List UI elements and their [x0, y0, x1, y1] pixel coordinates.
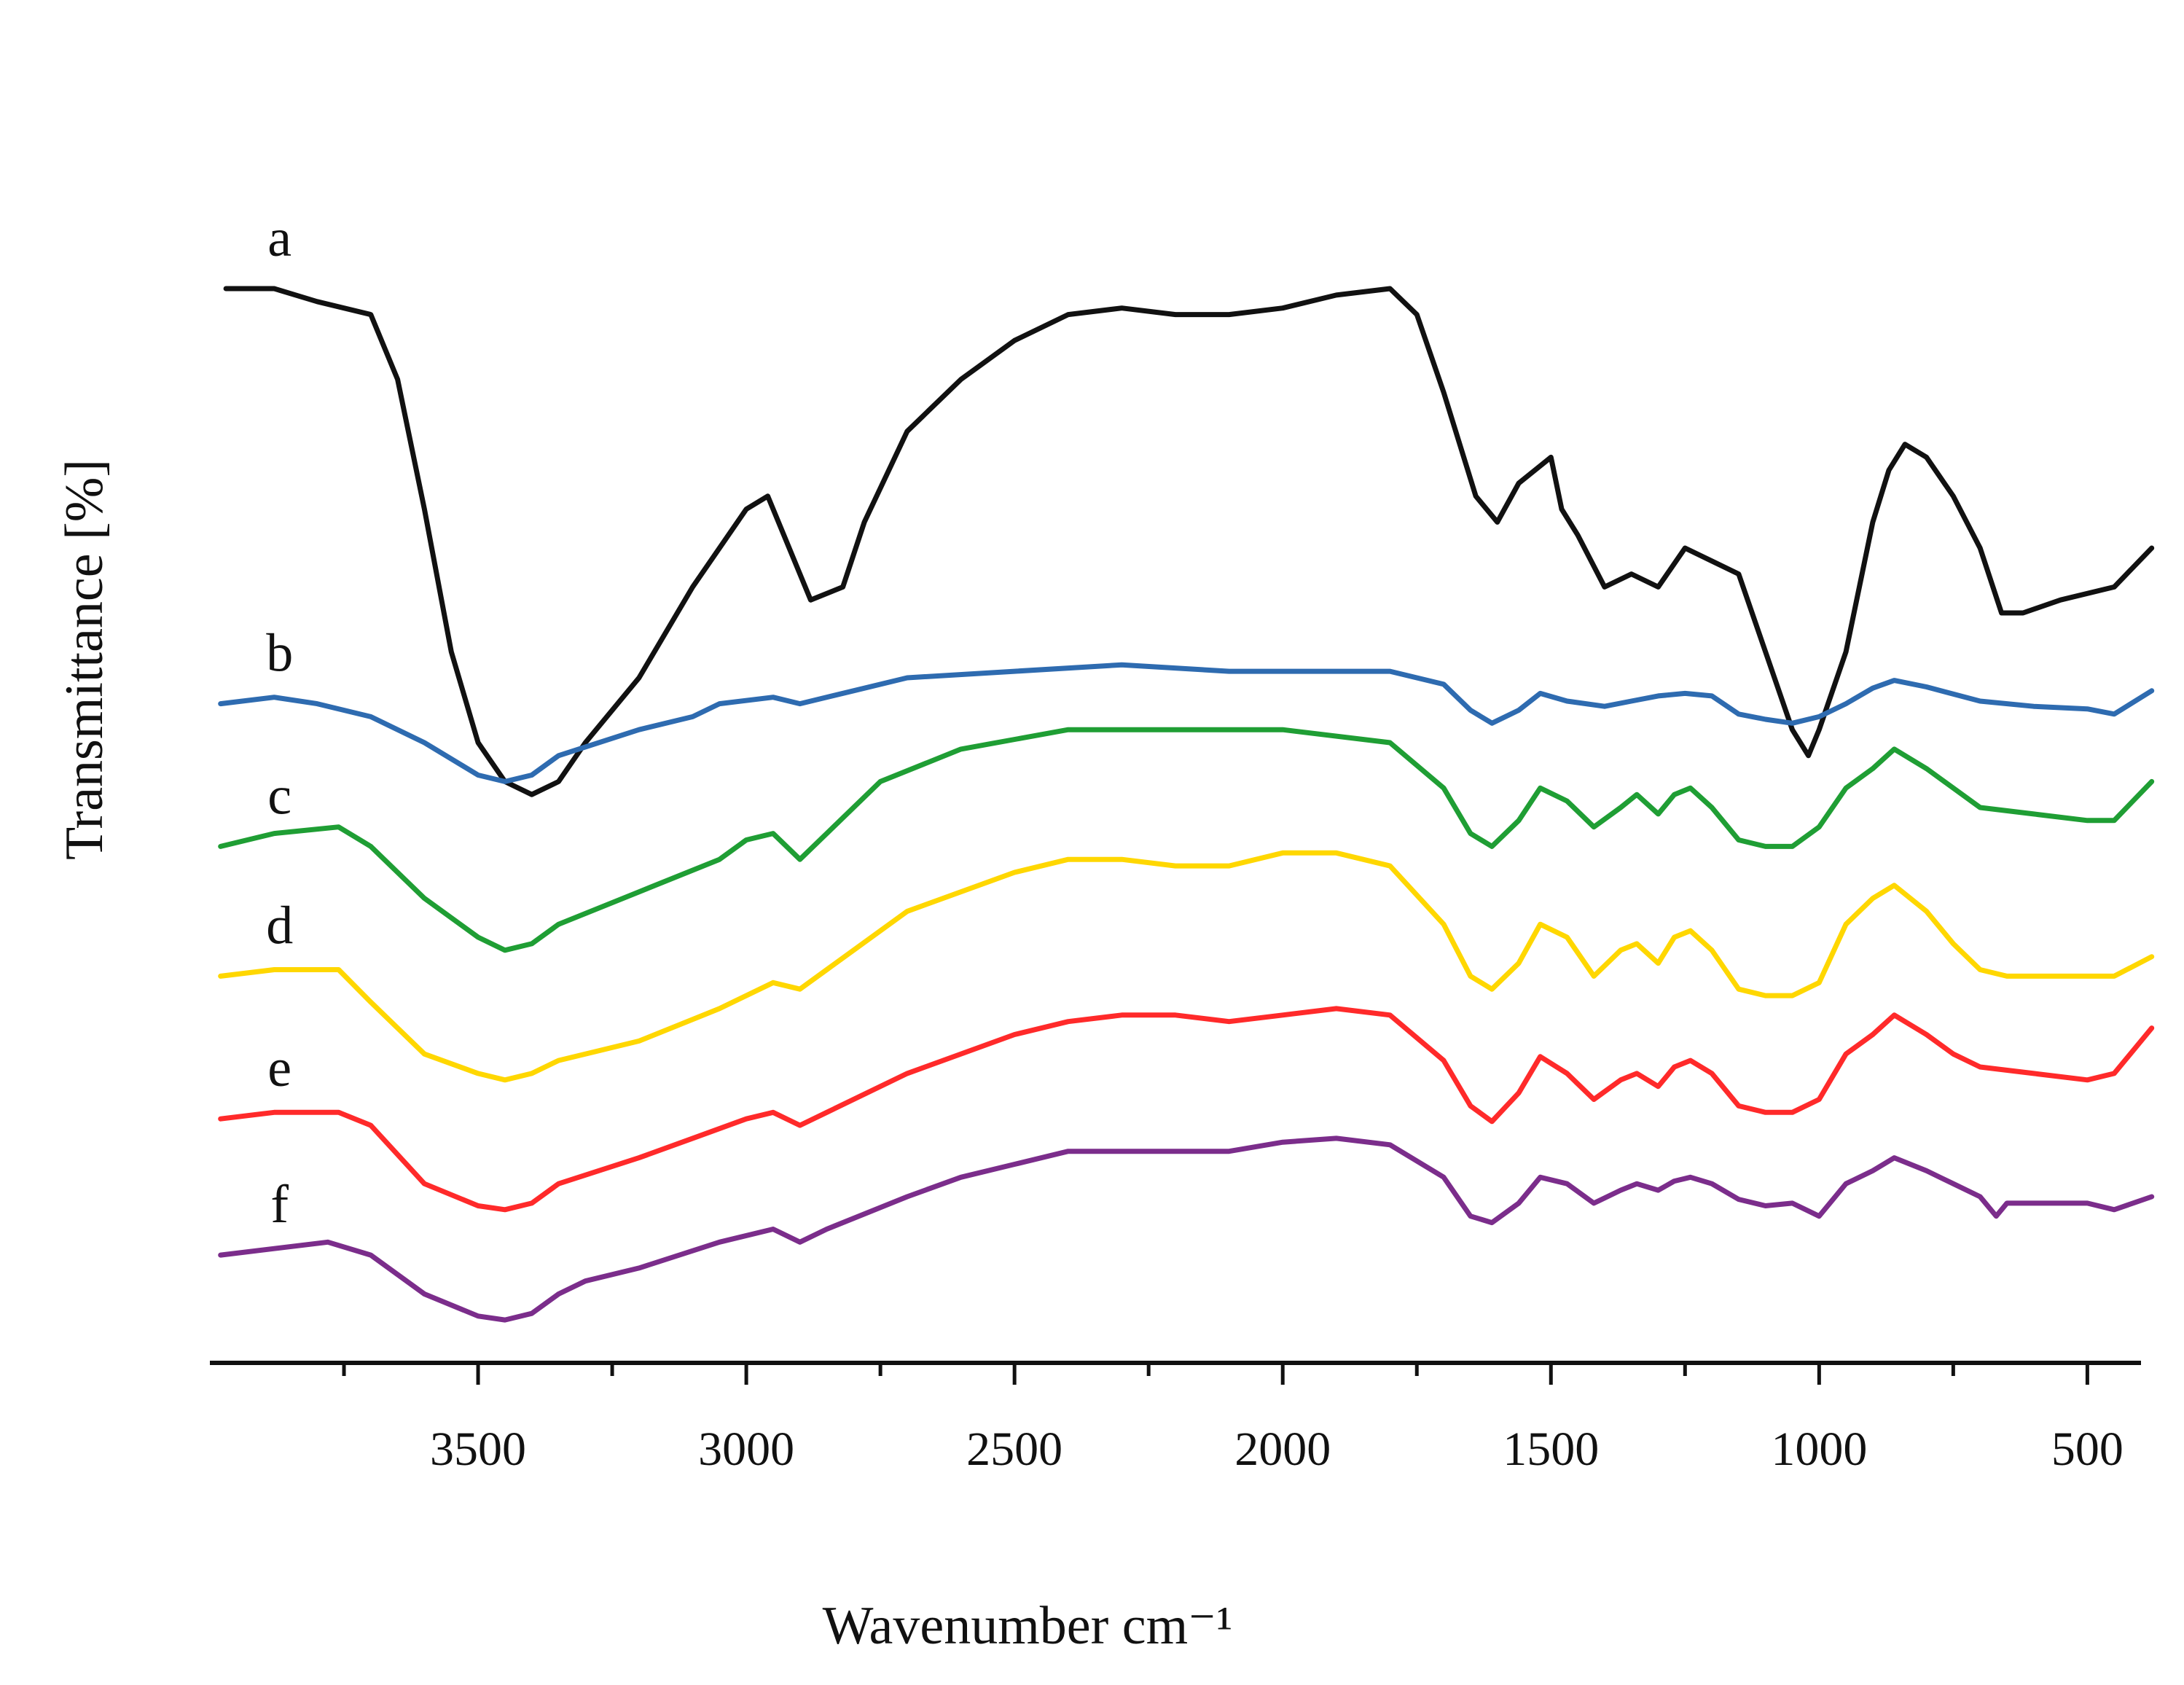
- x-tick-label-1000: 1000: [1771, 1423, 1867, 1476]
- series-a-line: [223, 286, 2155, 797]
- x-tick-label-2000: 2000: [1234, 1423, 1331, 1476]
- x-tick-label-1500: 1500: [1503, 1423, 1599, 1476]
- x-tick-label-3500: 3500: [430, 1423, 526, 1476]
- series-c-line: [218, 727, 2155, 953]
- y-axis-title: Transmittance [%]: [55, 459, 114, 860]
- series-layer: [218, 286, 2155, 1323]
- x-axis-title: Wavenumber cm⁻¹: [823, 1596, 1233, 1656]
- x-tick-label-3000: 3000: [698, 1423, 794, 1476]
- series-d-line: [218, 850, 2155, 1083]
- series-labels: a b c d e f: [266, 208, 293, 1235]
- series-f-label: f: [270, 1175, 289, 1235]
- series-f-line: [218, 1135, 2155, 1323]
- series-a-label: a: [267, 208, 291, 268]
- series-b-label: b: [266, 624, 293, 684]
- series-d-label: d: [266, 896, 293, 955]
- x-axis: 3500 3000 2500 2000 1500 1000 500: [210, 1361, 2141, 1476]
- series-b-line: [218, 662, 2155, 784]
- series-e-line: [218, 1006, 2155, 1213]
- series-c-label: c: [267, 766, 291, 826]
- x-tick-label-2500: 2500: [966, 1423, 1062, 1476]
- x-tick-label-500: 500: [2051, 1423, 2124, 1476]
- series-e-label: e: [267, 1039, 291, 1098]
